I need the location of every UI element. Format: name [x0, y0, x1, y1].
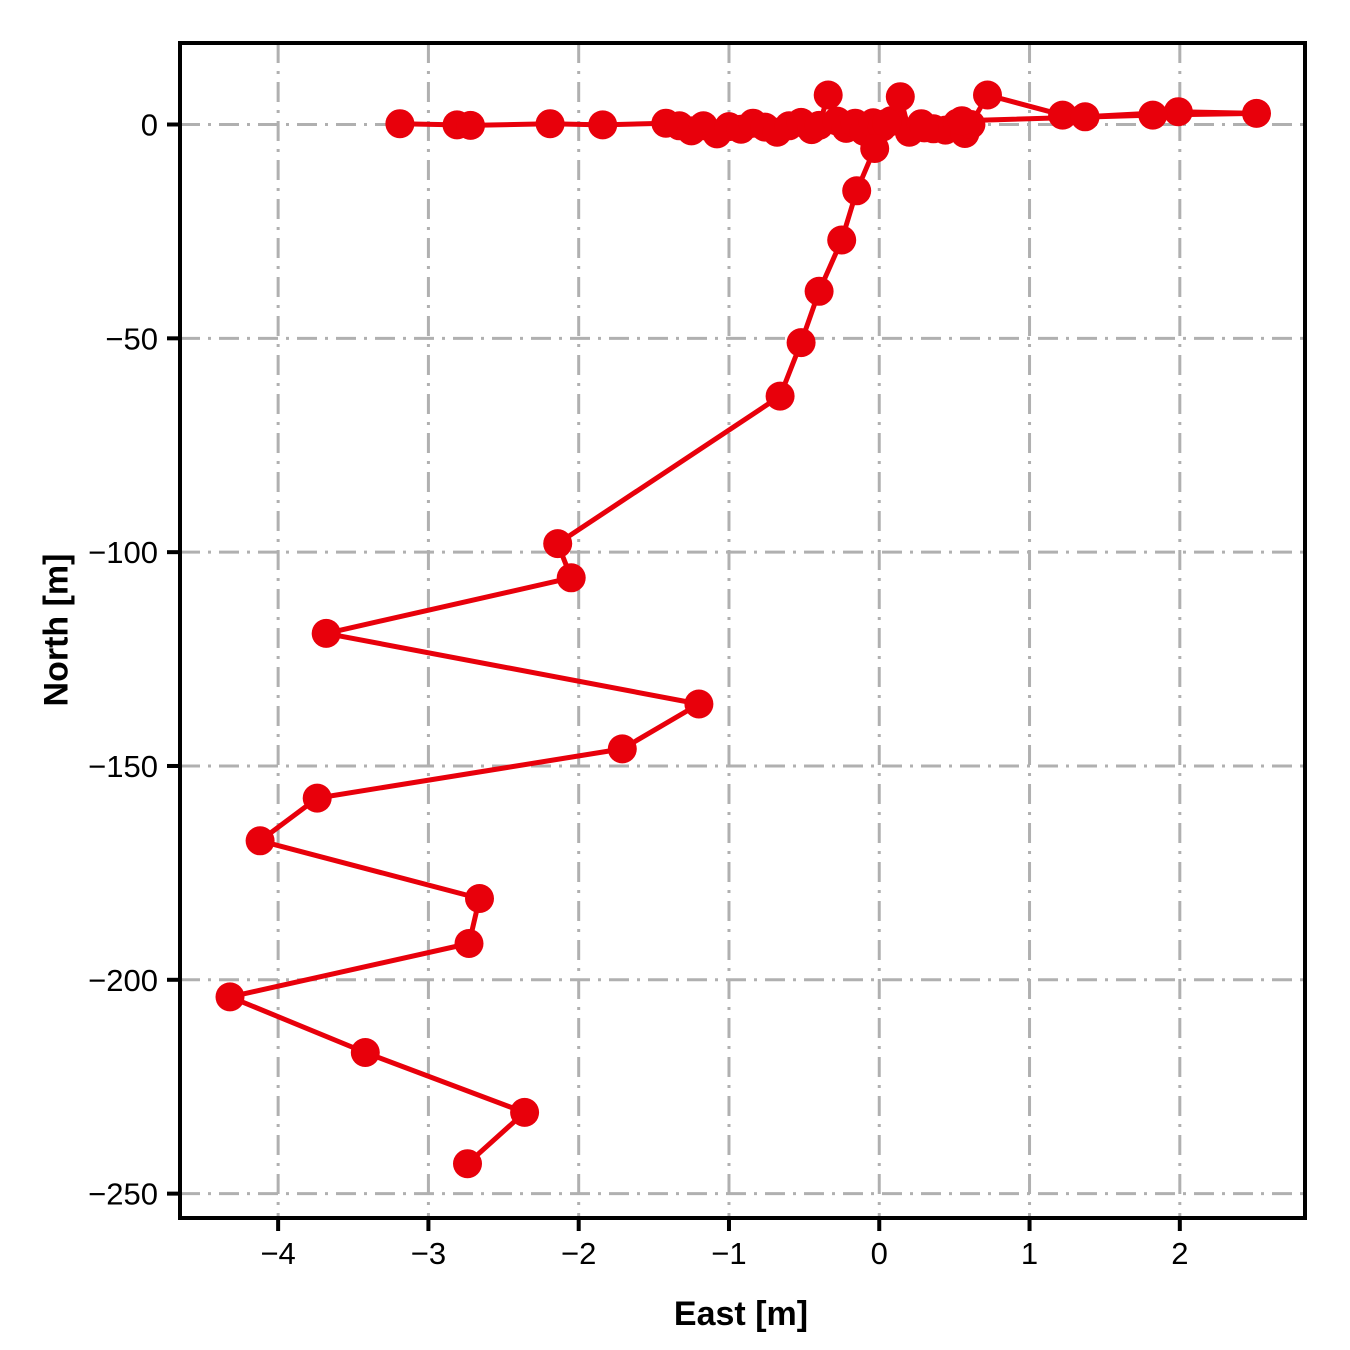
- data-point-marker: [973, 80, 1002, 110]
- data-point-marker: [543, 529, 573, 559]
- data-point-marker: [1138, 100, 1168, 130]
- data-point-marker: [684, 689, 714, 719]
- data-point-marker: [1070, 102, 1100, 132]
- data-point-marker: [453, 1149, 482, 1179]
- data-point-marker: [456, 110, 485, 140]
- x-tick-label: −3: [411, 1236, 446, 1271]
- data-point-marker: [385, 109, 415, 139]
- y-tick-label: −100: [88, 535, 158, 570]
- data-point-marker: [311, 618, 341, 648]
- x-tick-label: −2: [561, 1236, 596, 1271]
- data-point-marker: [872, 108, 902, 138]
- data-point-marker: [804, 276, 834, 306]
- data-point-marker: [1048, 100, 1078, 130]
- data-point-marker: [510, 1097, 540, 1127]
- data-point-marker: [350, 1038, 380, 1067]
- data-point-marker: [827, 225, 857, 255]
- x-tick-label: −4: [260, 1236, 295, 1271]
- trajectory-path: [227, 92, 1259, 1167]
- x-tick-label: 0: [871, 1236, 888, 1271]
- plot-border: [178, 41, 1307, 1220]
- data-point-marker: [885, 82, 915, 112]
- x-axis-label: East [m]: [673, 1295, 809, 1333]
- data-point-marker: [535, 109, 565, 139]
- data-point-marker: [786, 328, 816, 358]
- data-point-marker: [813, 80, 843, 110]
- data-point-marker: [765, 381, 795, 411]
- data-point-marker: [1163, 97, 1193, 127]
- y-tick-label: −200: [88, 963, 158, 998]
- data-point-marker: [465, 884, 494, 913]
- data-point-marker: [588, 110, 618, 140]
- y-tick-label: 0: [141, 108, 158, 143]
- data-point-marker: [860, 134, 890, 163]
- data-point-marker: [454, 929, 484, 958]
- y-tick-label: −250: [88, 1177, 158, 1212]
- y-tick-label: −50: [105, 321, 158, 356]
- x-tick-label: −1: [711, 1236, 746, 1271]
- x-tick-label: 2: [1171, 1236, 1188, 1271]
- data-point-marker: [302, 783, 332, 813]
- data-point-marker: [909, 113, 939, 143]
- y-tick-label: −150: [88, 749, 158, 784]
- data-point-marker: [1242, 98, 1271, 128]
- data-point-marker: [556, 563, 586, 593]
- data-point-marker: [215, 982, 245, 1012]
- y-axis-label: North [m]: [37, 553, 76, 707]
- data-point-marker: [607, 734, 637, 764]
- data-point-marker: [947, 106, 977, 136]
- data-point-marker: [842, 176, 872, 206]
- data-point-marker: [245, 826, 275, 856]
- x-tick-label: 1: [1021, 1236, 1038, 1271]
